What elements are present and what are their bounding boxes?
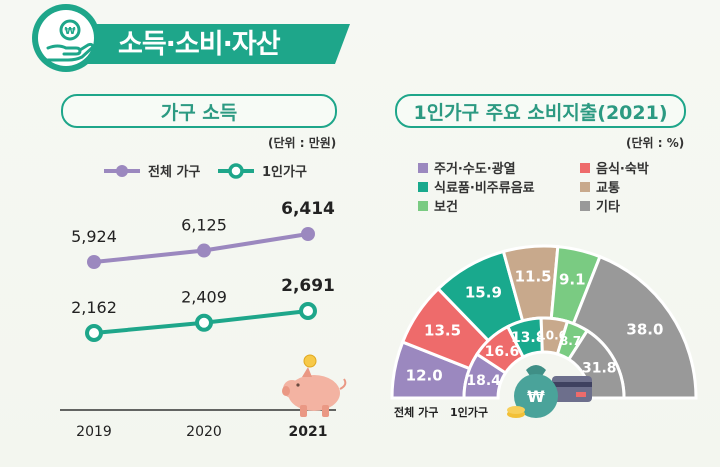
page-title: 소득·소비·자산: [118, 29, 281, 60]
donut-slice: [566, 328, 626, 400]
legend-item: 1인가구: [218, 163, 307, 180]
data-label: 5,924: [71, 227, 117, 246]
data-label: 2,691: [281, 276, 335, 296]
data-point: [301, 227, 315, 241]
title-banner: [60, 24, 350, 64]
data-label: 6,414: [281, 199, 335, 219]
income-panel-title: 가구 소득: [61, 94, 337, 128]
legend-label: 전체 가구: [148, 164, 200, 180]
legend-swatch: [580, 163, 590, 173]
legend-label: 기타: [596, 199, 620, 215]
legend-label: 1인가구: [262, 164, 307, 180]
slice-label: 12.0: [406, 366, 443, 384]
slice-label: 16.6: [485, 344, 520, 360]
piggy-bank-icon: [282, 354, 347, 417]
data-point: [197, 243, 211, 258]
legend-item: 전체 가구: [104, 164, 200, 180]
slice-label: 10.6: [537, 329, 567, 343]
svg-text:₩: ₩: [527, 387, 545, 406]
ring-label-total: 전체 가구: [394, 405, 438, 419]
legend-label: 보건: [434, 199, 458, 215]
slice-label: 31.8: [582, 361, 617, 377]
legend-item: 교통: [580, 181, 620, 196]
income-unit-label: (단위 : 만원): [268, 136, 337, 150]
data-label: 6,125: [181, 216, 227, 235]
spending-unit-label: (단위 : %): [626, 136, 685, 150]
legend-marker: [116, 165, 128, 177]
legend-item: 식료품·비주류음료: [418, 180, 535, 196]
legend-marker: [228, 163, 244, 179]
slice-label: 9.1: [559, 271, 586, 289]
line-legend: 전체 가구 1인가구: [104, 163, 307, 180]
title-emblem: ₩: [32, 4, 100, 72]
svg-text:₩: ₩: [64, 26, 75, 37]
legend-swatch: [418, 201, 428, 211]
ring-label-single: 1인가구: [450, 405, 488, 419]
slice-label: 15.9: [465, 283, 502, 301]
x-tick-label: 2021: [289, 424, 328, 440]
slice-label: 13.5: [424, 321, 461, 339]
data-point: [85, 324, 103, 342]
slice-label: 38.0: [626, 321, 663, 339]
legend-label: 식료품·비주류음료: [434, 180, 535, 196]
legend-swatch: [580, 201, 590, 211]
income-line-chart: 전체 가구 1인가구 2019 2020 2021 5,924 6,125 6,414 2,16…: [60, 163, 336, 440]
slice-label: 11.5: [515, 268, 552, 286]
legend-item: 주거·수도·광열: [418, 161, 516, 177]
data-point: [299, 302, 317, 320]
legend-label: 교통: [596, 181, 620, 196]
data-label: 2,409: [181, 288, 227, 307]
data-label: 2,162: [71, 298, 117, 317]
x-tick-label: 2019: [76, 424, 112, 440]
legend-item: 기타: [580, 199, 620, 215]
slice-label: 8.7: [560, 334, 581, 348]
legend-item: 음식·숙박: [580, 161, 649, 177]
slice-label: 18.4: [466, 373, 501, 389]
slice-label: 13.8: [511, 330, 546, 346]
hand-coin-icon: ₩: [46, 19, 95, 62]
data-point: [195, 313, 213, 332]
data-point: [87, 255, 101, 269]
legend-swatch: [580, 182, 590, 192]
legend-label: 주거·수도·광열: [434, 161, 516, 177]
legend-item: 보건: [418, 199, 458, 215]
legend-swatch: [418, 163, 428, 173]
x-tick-label: 2020: [186, 424, 222, 440]
legend-swatch: [418, 182, 428, 192]
legend-label: 음식·숙박: [596, 161, 649, 177]
money-bag-icon: ₩: [507, 365, 592, 418]
spending-panel-title: 1인가구 주요 소비지출(2021): [395, 94, 686, 128]
